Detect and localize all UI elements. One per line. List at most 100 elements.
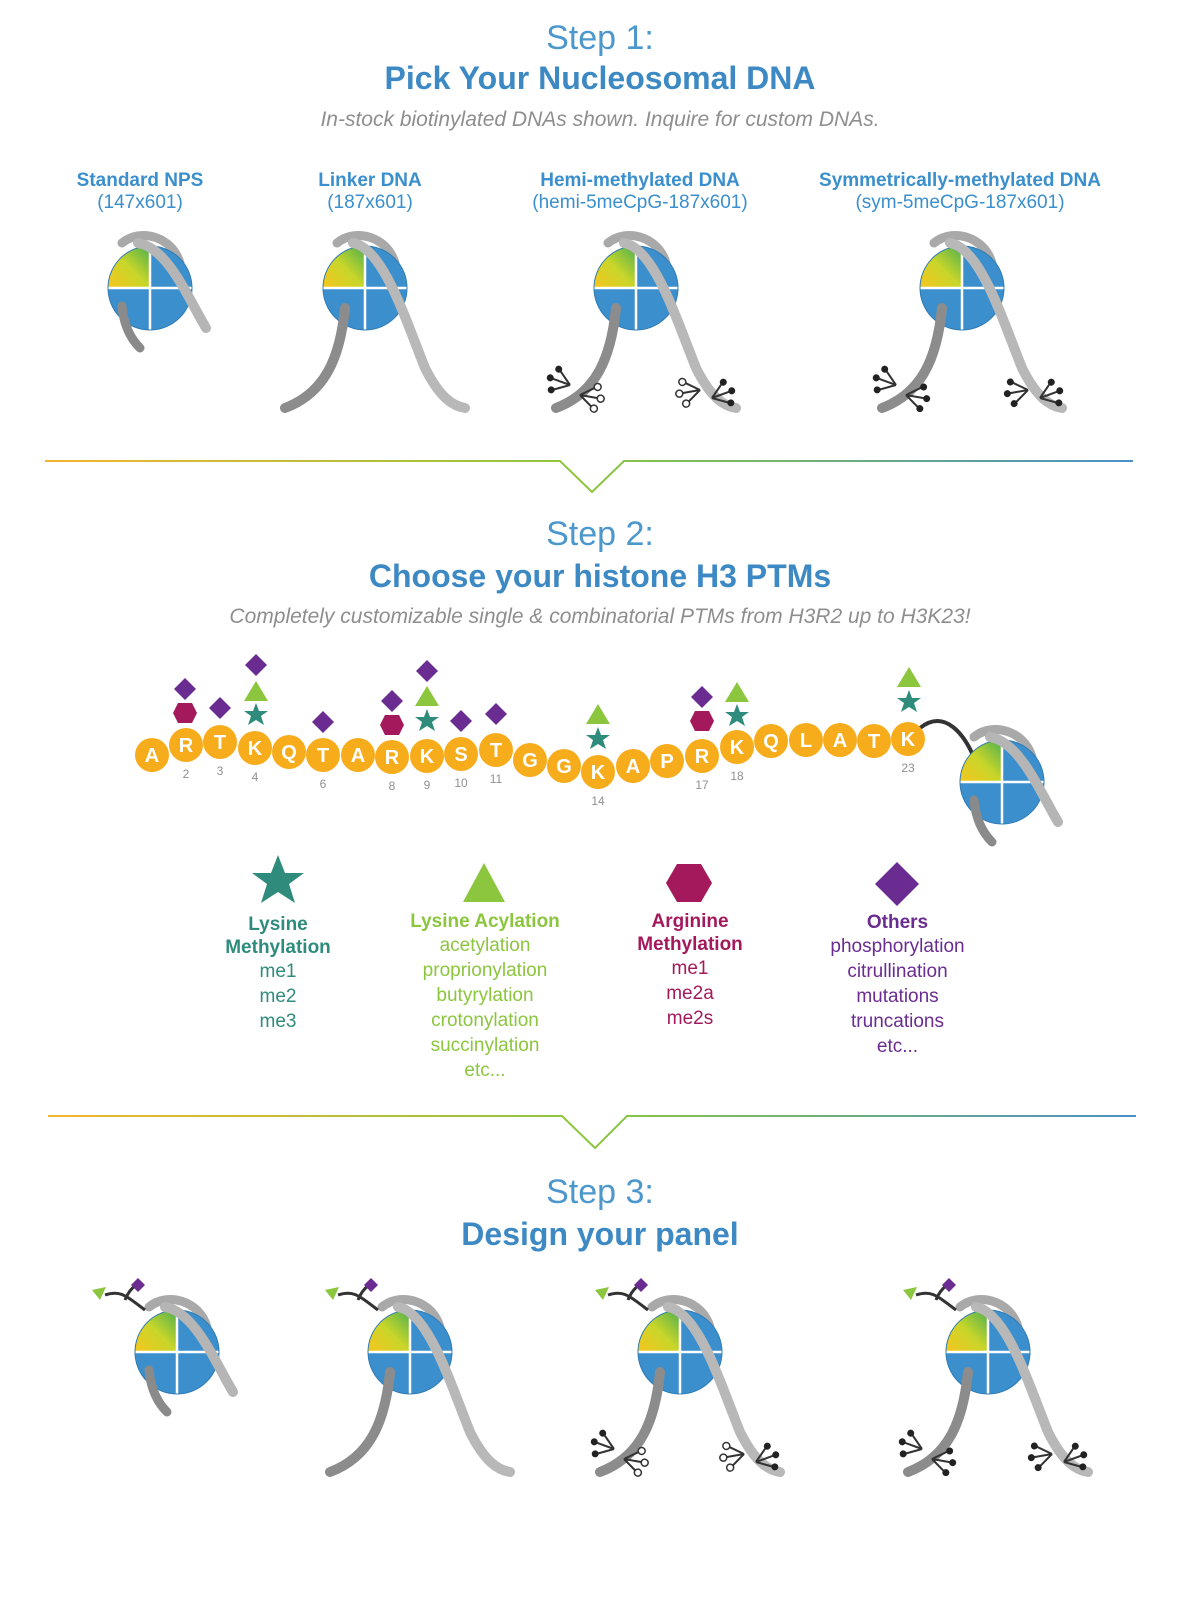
ptm-diamond-icon	[416, 660, 438, 682]
residue-circle	[341, 738, 375, 772]
residue-letter: K	[420, 746, 435, 768]
legend-arginine-methylation: Arginine Methylation me1 me2a me2s	[600, 910, 780, 1031]
step2-label: Step 2:	[546, 515, 654, 553]
residue-circle	[513, 743, 547, 777]
residue-circle	[754, 724, 788, 758]
residue-letter: A	[145, 745, 159, 767]
legend-title: Lysine	[248, 914, 308, 935]
ptm-triangle-icon	[586, 704, 610, 724]
residue-letter: G	[556, 756, 572, 778]
dna-option-sym: Symmetrically-methylated DNA (sym-5meCpG…	[800, 170, 1120, 214]
dna-option-name: Hemi-methylated DNA	[540, 170, 740, 191]
ptm-triangle-icon	[897, 667, 921, 687]
legend-diamond-icon	[875, 862, 919, 906]
legend-item: mutations	[856, 986, 939, 1007]
nucleosome-step2-icon	[960, 730, 1058, 842]
residue-circle	[685, 739, 719, 773]
ptm-star-icon	[415, 709, 439, 731]
nucleosome-hemi-methylated-icon	[541, 236, 740, 415]
residue-circle	[306, 738, 340, 772]
dna-option-code: (187x601)	[327, 192, 413, 213]
residue-circle	[169, 728, 203, 762]
residue-position-label: 8	[389, 779, 396, 793]
residue-position-label: 6	[320, 777, 327, 791]
ptm-diamond-icon	[450, 710, 472, 732]
residue-circle	[789, 723, 823, 757]
residue-circle	[547, 749, 581, 783]
residue-letter: K	[901, 729, 916, 751]
residue-position-label: 10	[454, 776, 468, 790]
legend-title: Arginine	[651, 911, 729, 932]
ptm-hexagon-icon	[380, 715, 404, 735]
legend-item: citrullination	[847, 961, 948, 982]
legend-item: etc...	[464, 1060, 506, 1081]
nucleosome-sym-methylated-icon	[867, 236, 1069, 415]
residue-letter: G	[522, 750, 538, 772]
divider-1	[45, 460, 1133, 494]
residue-letter: Q	[281, 742, 297, 764]
residue-letter: R	[179, 735, 194, 757]
legend-item: me3	[259, 1011, 297, 1032]
ptm-star-icon	[586, 727, 610, 749]
legend-item: me2a	[666, 983, 714, 1004]
dna-option-hemi: Hemi-methylated DNA (hemi-5meCpG-187x601…	[495, 170, 785, 214]
dna-option-code: (sym-5meCpG-187x601)	[855, 192, 1065, 213]
residue-circle	[479, 733, 513, 767]
residue-letter: A	[351, 745, 365, 767]
residue-letter: T	[868, 731, 880, 753]
legend-item: truncations	[851, 1011, 944, 1032]
residue-position-label: 23	[901, 761, 915, 775]
panel-nucleosome-standard-icon	[92, 1278, 233, 1412]
residue-position-label: 3	[217, 764, 224, 778]
residue-position-label: 11	[490, 772, 503, 786]
legend-item: succinylation	[430, 1035, 540, 1056]
nucleosome-standard-icon	[108, 236, 206, 348]
legend-title: Lysine Acylation	[410, 911, 560, 932]
legend-item: proprionylation	[422, 960, 548, 981]
residue-letter: R	[385, 747, 400, 769]
legend-item: me2s	[666, 1008, 714, 1029]
residue-circle	[375, 740, 409, 774]
step1-subtitle: In-stock biotinylated DNAs shown. Inquir…	[320, 108, 880, 131]
step3-title: Design your panel	[461, 1216, 739, 1252]
ptm-diamond-icon	[209, 697, 231, 719]
step1-label: Step 1:	[546, 19, 654, 57]
ptm-diamond-icon	[245, 654, 267, 676]
residue-letter: P	[660, 751, 673, 773]
residue-circle	[616, 749, 650, 783]
ptm-triangle-icon	[415, 686, 439, 706]
panel-nucleosome-hemi-icon	[585, 1278, 784, 1479]
ptm-triangle-icon	[244, 681, 268, 701]
ptm-diamond-icon	[381, 690, 403, 712]
divider-2	[48, 1115, 1136, 1150]
residue-letter: S	[454, 744, 467, 766]
residue-letter: A	[626, 756, 640, 778]
residue-circle	[891, 722, 925, 756]
legend-item: me1	[259, 961, 297, 982]
ptm-hexagon-icon	[690, 711, 714, 731]
legend-item: acetylation	[439, 935, 531, 956]
residue-circle	[272, 735, 306, 769]
residue-position-label: 18	[730, 769, 744, 783]
ptm-triangle-icon	[725, 682, 749, 702]
panel-nucleosome-linker-icon	[325, 1278, 510, 1472]
ptm-marks	[173, 654, 921, 749]
residue-circle	[444, 737, 478, 771]
residue-circle	[823, 723, 857, 757]
dna-option-name: Linker DNA	[318, 170, 422, 191]
residue-position-label: 4	[252, 770, 259, 784]
ptm-star-icon	[244, 703, 268, 725]
legend-title: Methylation	[225, 937, 331, 958]
legend-lysine-acylation: Lysine Acylation acetylation proprionyla…	[385, 910, 585, 1083]
dna-option-name: Symmetrically-methylated DNA	[819, 170, 1101, 191]
legend-others: Others phosphorylation citrullination mu…	[800, 911, 995, 1059]
legend-item: butyrylation	[436, 985, 534, 1006]
legend-item: etc...	[876, 1036, 919, 1057]
residue-circle	[410, 739, 444, 773]
residue-letter: Q	[763, 731, 779, 753]
residue-circle	[720, 730, 754, 764]
legend-lysine-methylation: Lysine Methylation me1 me2 me3	[188, 913, 368, 1034]
dna-option-name: Standard NPS	[76, 170, 204, 191]
residue-letter: K	[248, 738, 263, 760]
